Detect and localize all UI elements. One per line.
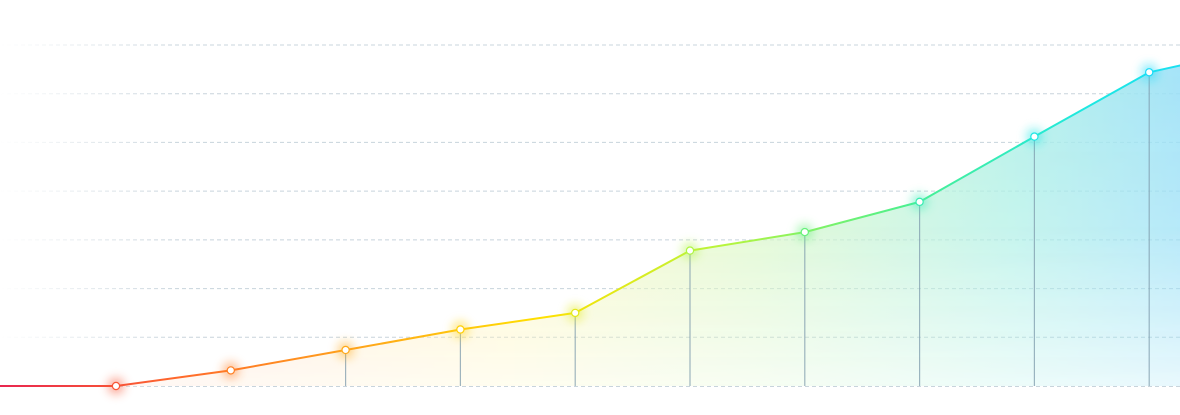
area-fill	[0, 65, 1180, 386]
data-point-marker	[1144, 68, 1154, 77]
data-point-3	[452, 321, 469, 338]
data-point-marker	[456, 325, 465, 334]
gridlines	[0, 44, 1180, 387]
data-point-0	[108, 378, 124, 394]
drop-lines	[115, 4, 1150, 386]
data-point-marker	[1030, 132, 1039, 141]
data-point-6	[796, 224, 813, 241]
data-point-marker	[800, 227, 810, 237]
data-point-marker	[341, 345, 350, 355]
data-point-2	[337, 341, 354, 358]
data-point-marker	[111, 381, 121, 391]
data-point-marker	[571, 308, 580, 318]
data-point-5	[682, 242, 698, 259]
data-points	[108, 64, 1158, 394]
data-point-8	[1026, 128, 1043, 145]
data-point-4	[567, 304, 584, 321]
area-fill-layer	[0, 65, 1180, 386]
data-point-marker	[685, 246, 695, 255]
data-point-marker	[915, 197, 924, 207]
data-point-9	[1141, 64, 1158, 81]
data-point-marker	[226, 366, 235, 375]
data-point-1	[222, 362, 239, 379]
data-point-7	[911, 193, 928, 210]
